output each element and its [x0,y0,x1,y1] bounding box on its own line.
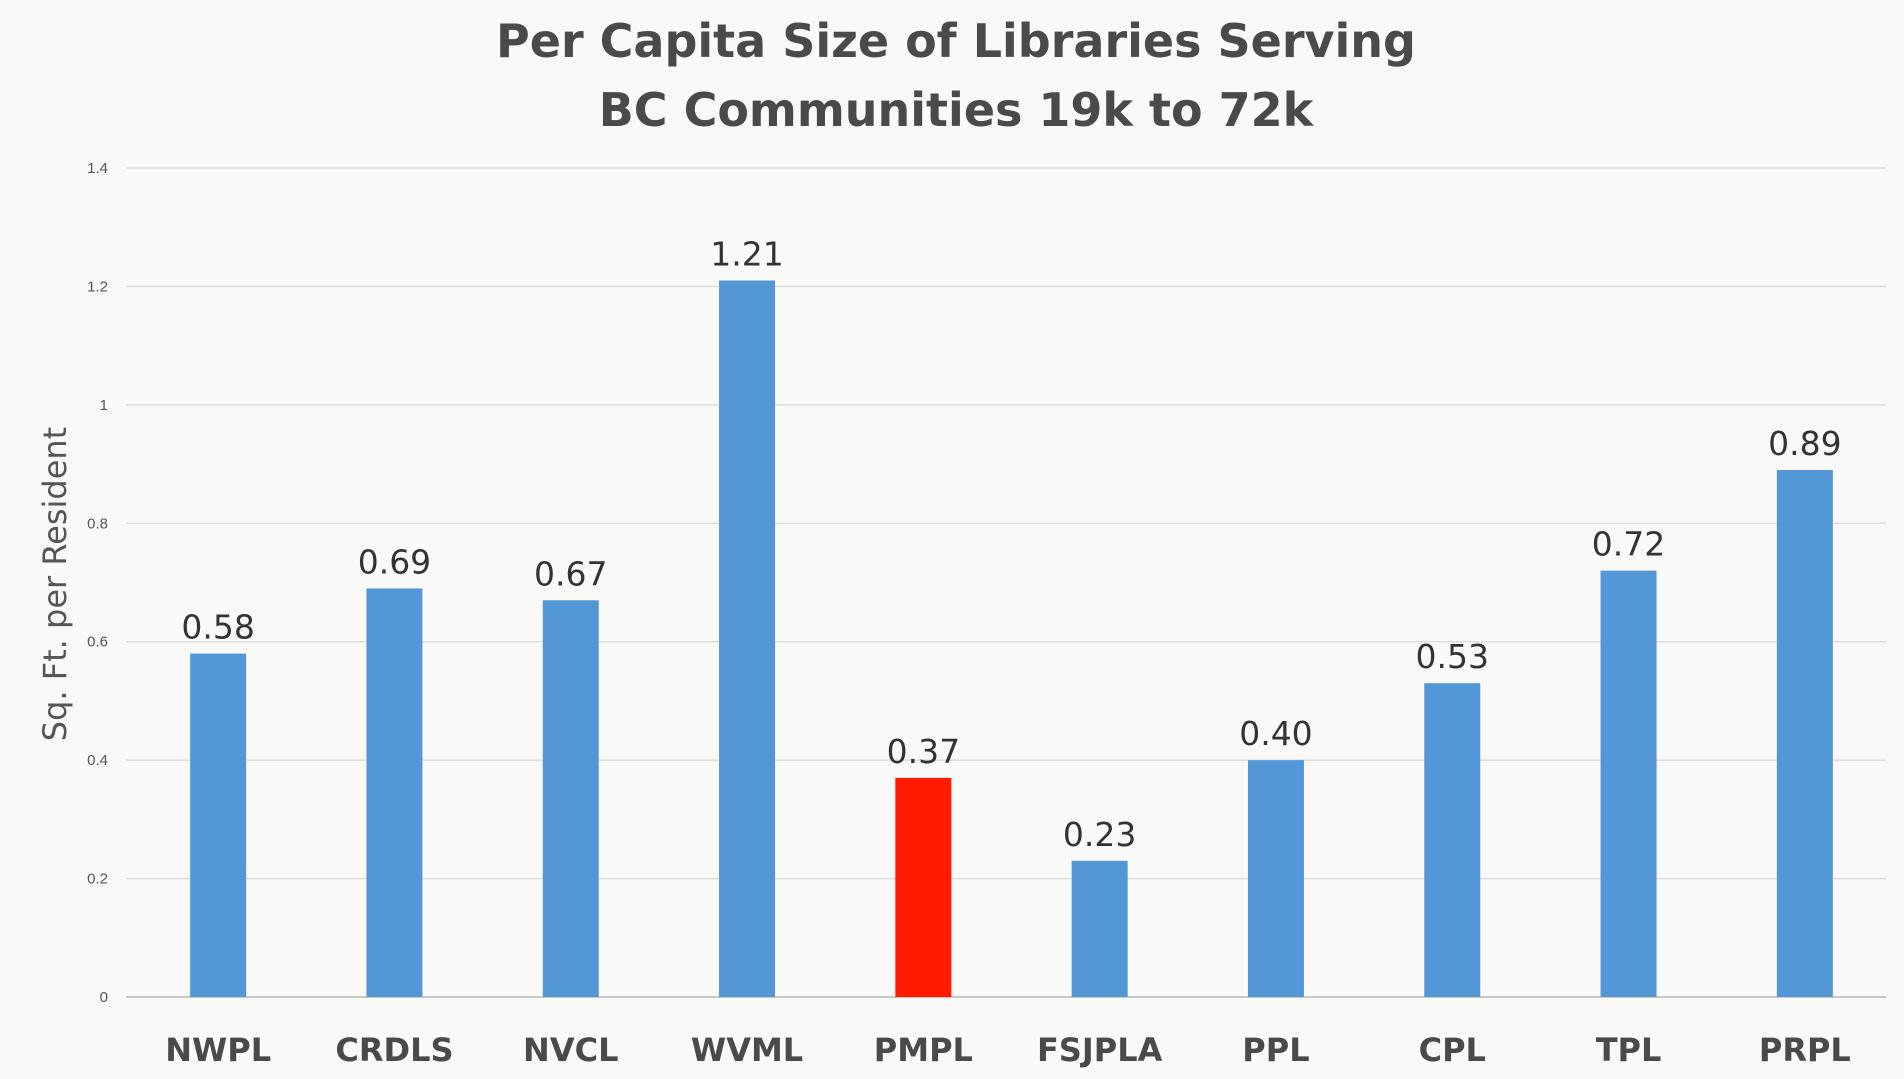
y-tick-label: 0 [100,989,108,1006]
x-tick-label-tpl: TPL [1596,1031,1662,1069]
x-tick-label-fsjpla: FSJPLA [1037,1031,1163,1069]
bar-prpl [1776,469,1833,997]
chart-title: Per Capita Size of Libraries Serving BC … [496,14,1416,137]
data-label-tpl: 0.72 [1592,525,1665,564]
data-label-prpl: 0.89 [1768,424,1841,463]
bar-ppl [1247,760,1304,997]
data-label-crdls: 0.69 [358,542,431,581]
y-axis-ticks: 0 0.2 0.4 0.6 0.8 1 1.2 1.4 [87,160,108,1006]
bars [190,280,1833,997]
y-tick-label: 1.4 [87,160,108,177]
data-label-pmpl: 0.37 [887,732,960,771]
bar-wvml [719,280,776,997]
x-tick-label-wvml: WVML [691,1031,803,1069]
y-tick-label: 0.4 [87,752,108,769]
chart-title-line-1: Per Capita Size of Libraries Serving [496,14,1416,68]
bar-pmpl [895,777,952,997]
data-label-ppl: 0.40 [1239,714,1312,753]
x-tick-label-pmpl: PMPL [874,1031,973,1069]
y-tick-label: 1 [100,397,108,414]
data-label-fsjpla: 0.23 [1063,815,1136,854]
y-tick-label: 0.2 [87,871,108,888]
data-label-nvcl: 0.67 [534,554,607,593]
bar-nwpl [190,653,247,997]
data-label-wvml: 1.21 [710,235,783,274]
x-tick-label-prpl: PRPL [1759,1031,1851,1069]
bar-cpl [1424,683,1481,997]
x-tick-label-nvcl: NVCL [523,1031,618,1069]
data-labels: 0.58 0.69 0.67 1.21 0.37 0.23 0.40 0.53 0.72 0.89 [181,235,1841,854]
x-tick-label-nwpl: NWPL [165,1031,271,1069]
data-label-nwpl: 0.58 [181,608,254,647]
data-label-cpl: 0.53 [1416,637,1489,676]
y-axis-label: Sq. Ft. per Resident [36,427,74,741]
y-tick-label: 0.8 [87,515,108,532]
bar-nvcl [542,600,599,997]
chart-title-line-2: BC Communities 19k to 72k [599,83,1315,137]
y-tick-label: 0.6 [87,634,108,651]
x-tick-label-crdls: CRDLS [335,1031,453,1069]
bar-tpl [1600,570,1657,997]
y-tick-label: 1.2 [87,278,108,295]
x-axis-category-labels: NWPL CRDLS NVCL WVML PMPL FSJPLA PPL CPL TPL PRPL [165,1031,1851,1069]
bar-fsjpla [1071,860,1128,997]
x-tick-label-ppl: PPL [1242,1031,1309,1069]
x-tick-label-cpl: CPL [1419,1031,1486,1069]
bar-crdls [366,588,423,997]
